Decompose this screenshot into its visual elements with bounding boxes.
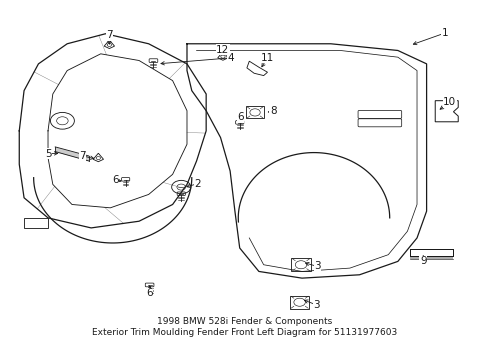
Text: 2: 2 bbox=[194, 179, 201, 189]
Text: 1: 1 bbox=[441, 28, 447, 38]
Text: 1998 BMW 528i Fender & Components
Exterior Trim Moulding Fender Front Left Diagr: 1998 BMW 528i Fender & Components Exteri… bbox=[92, 317, 396, 337]
Text: 8: 8 bbox=[269, 107, 276, 116]
Text: 3: 3 bbox=[313, 261, 320, 271]
Text: 9: 9 bbox=[419, 256, 426, 266]
Bar bbox=[291, 258, 310, 271]
Text: 7: 7 bbox=[106, 30, 112, 40]
Text: 12: 12 bbox=[216, 45, 229, 55]
Text: 6: 6 bbox=[146, 288, 153, 298]
Text: 3: 3 bbox=[312, 300, 319, 310]
Text: 6: 6 bbox=[237, 112, 244, 122]
Bar bbox=[246, 107, 263, 118]
Bar bbox=[289, 296, 308, 309]
Text: 4: 4 bbox=[227, 53, 234, 63]
Text: 11: 11 bbox=[260, 53, 274, 63]
Text: 5: 5 bbox=[44, 149, 51, 159]
Text: 10: 10 bbox=[442, 97, 455, 107]
Text: 6: 6 bbox=[112, 175, 118, 185]
Text: 7: 7 bbox=[79, 151, 86, 161]
